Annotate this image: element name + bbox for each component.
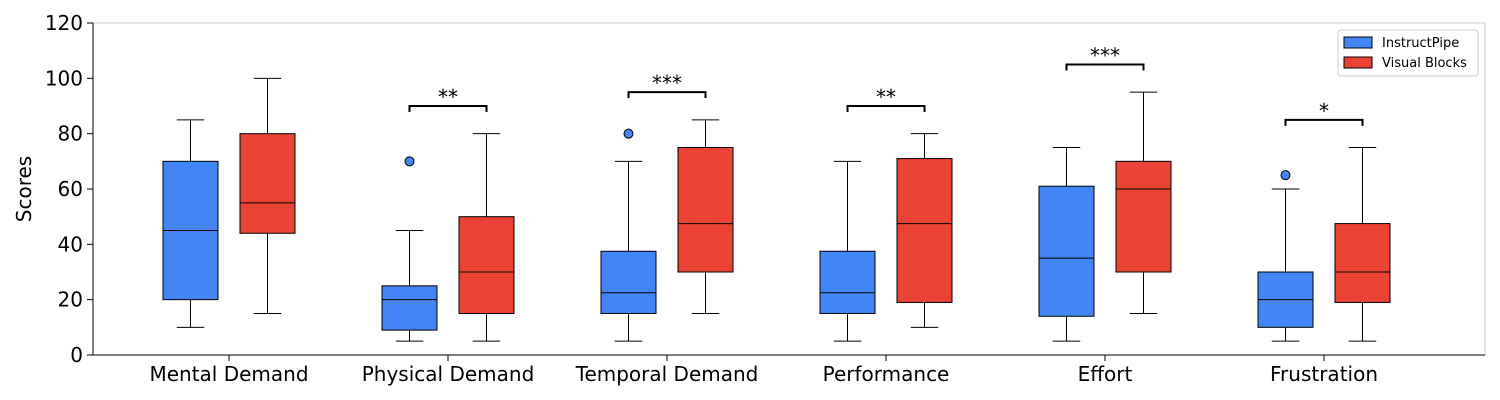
significance-label: ***: [1090, 44, 1120, 68]
y-tick-label: 0: [70, 343, 83, 367]
iqr-box: [1334, 223, 1391, 303]
y-tick-label: 80: [58, 122, 83, 146]
significance-label: **: [876, 85, 896, 109]
y-tick-label: 120: [45, 11, 83, 35]
legend-swatch-instructpipe: [1343, 36, 1373, 49]
box-instructpipe: [162, 119, 219, 328]
box-visual-blocks: [458, 133, 515, 342]
legend-box: [1337, 29, 1479, 77]
outlier-point: [623, 128, 634, 139]
outlier-point: [404, 156, 415, 167]
significance-bracket: [627, 91, 707, 99]
legend-swatch-visual-blocks: [1343, 56, 1373, 69]
significance-bracket: [1065, 63, 1145, 71]
iqr-box: [1038, 185, 1095, 317]
iqr-box: [819, 250, 876, 314]
x-tick-label: Temporal Demand: [575, 362, 759, 386]
legend-label: InstructPipe: [1382, 36, 1459, 51]
boxes-layer: [162, 77, 1391, 342]
iqr-box: [677, 147, 734, 273]
significance-bracket: [846, 105, 926, 112]
significance-bracket: [408, 105, 488, 112]
y-tick-label: 100: [45, 66, 83, 90]
box-instructpipe: [819, 160, 876, 342]
box-visual-blocks: [896, 133, 953, 328]
box-visual-blocks: [239, 77, 296, 314]
y-tick-label: 60: [58, 177, 83, 201]
y-tick-label: 40: [58, 232, 83, 256]
legend: InstructPipe Visual Blocks: [1337, 29, 1479, 77]
box-instructpipe: [1257, 170, 1314, 342]
x-tick-label: Performance: [823, 362, 950, 386]
iqr-box: [1115, 160, 1172, 273]
box-instructpipe: [1038, 147, 1095, 342]
y-tick-label: 20: [58, 288, 83, 312]
iqr-box: [896, 158, 953, 303]
x-tick-label: Frustration: [1270, 362, 1378, 386]
box-visual-blocks: [1334, 147, 1391, 342]
box-visual-blocks: [1115, 91, 1172, 314]
box-instructpipe: [381, 156, 438, 342]
significance-layer: ***********: [408, 44, 1364, 126]
axes-layer: 0 20 40 60 80 100 120 Scores Mental Demand Physic…: [12, 11, 1486, 386]
significance-bracket: [1284, 118, 1364, 126]
box-instructpipe: [600, 128, 657, 342]
iqr-box: [458, 216, 515, 315]
significance-label: ***: [652, 71, 682, 95]
significance-label: **: [438, 85, 458, 109]
x-tick-label: Mental Demand: [149, 362, 308, 386]
box-visual-blocks: [677, 119, 734, 314]
iqr-box: [381, 285, 438, 331]
x-tick-label: Physical Demand: [362, 362, 535, 386]
significance-label: *: [1319, 99, 1329, 123]
outlier-point: [1280, 170, 1291, 181]
legend-label: Visual Blocks: [1382, 56, 1467, 71]
x-tick-label: Effort: [1078, 362, 1133, 386]
y-axis-title: Scores: [12, 156, 36, 222]
iqr-box: [239, 133, 296, 234]
iqr-box: [600, 250, 657, 314]
